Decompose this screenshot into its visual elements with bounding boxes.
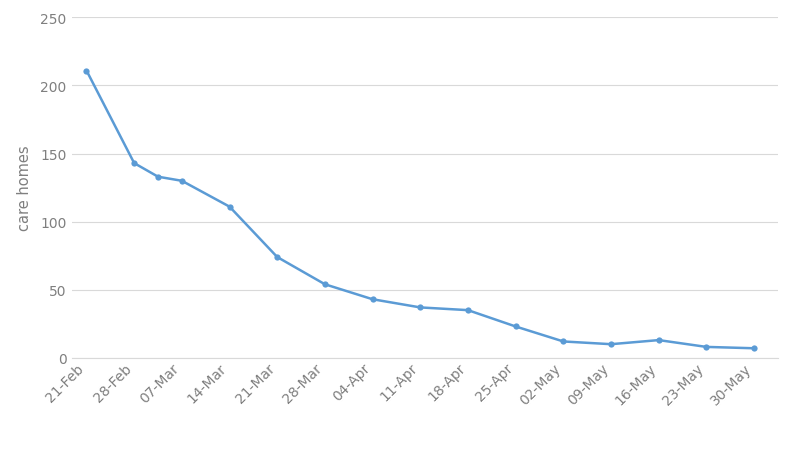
Y-axis label: care homes: care homes [17,146,32,231]
